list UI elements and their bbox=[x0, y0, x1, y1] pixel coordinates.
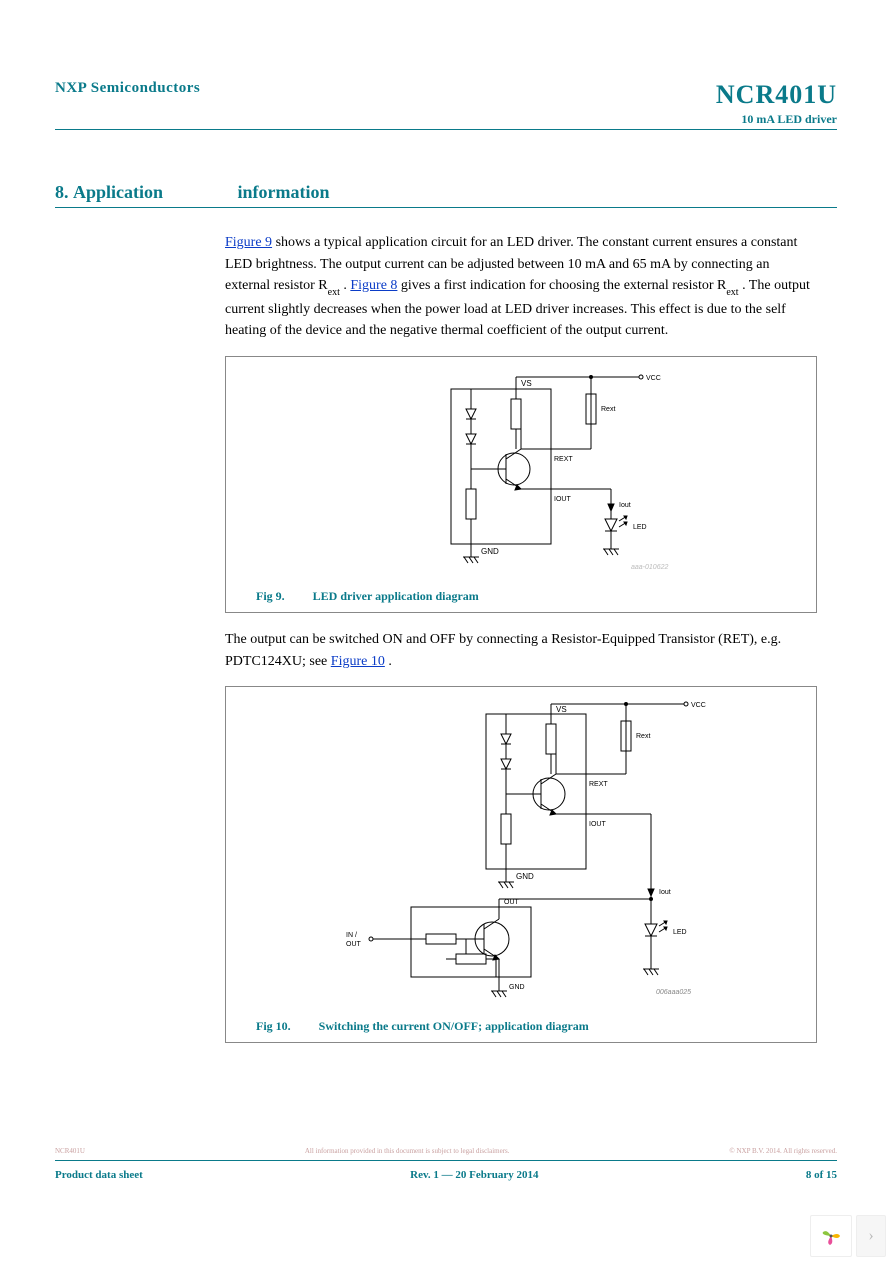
figure-9-link[interactable]: Figure 9 bbox=[225, 235, 272, 250]
p2-t1: The output can be switched ON and OFF by… bbox=[225, 632, 781, 669]
section-word-1: Application bbox=[73, 182, 163, 203]
svg-text:Iout: Iout bbox=[659, 889, 671, 896]
svg-text:aaa-010622: aaa-010622 bbox=[631, 564, 668, 571]
p1-sub1: ext bbox=[328, 287, 340, 298]
svg-text:Iout: Iout bbox=[619, 502, 631, 509]
part-subtitle: 10 mA LED driver bbox=[716, 112, 837, 127]
section-word-2: information bbox=[238, 182, 330, 203]
p1-t2: gives a first indication for choosing th… bbox=[397, 278, 726, 293]
figure-10-caption-text: Switching the current ON/OFF; applicatio… bbox=[319, 1019, 589, 1033]
svg-text:IOUT: IOUT bbox=[589, 821, 606, 828]
tiny-right: © NXP B.V. 2014. All rights reserved. bbox=[729, 1147, 837, 1155]
svg-text:LED: LED bbox=[633, 524, 647, 531]
footer-right: 8 of 15 bbox=[806, 1169, 837, 1181]
tiny-center: All information provided in this documen… bbox=[305, 1147, 510, 1155]
footer-center: Rev. 1 — 20 February 2014 bbox=[410, 1169, 538, 1181]
part-block: NCR401U 10 mA LED driver bbox=[716, 80, 837, 127]
figure-9-number: Fig 9. bbox=[256, 589, 285, 603]
svg-text:LED: LED bbox=[673, 929, 687, 936]
figure-10-diagram: VS VCC GND REXT IOUT Rext bbox=[296, 699, 746, 1009]
svg-text:Rext: Rext bbox=[636, 733, 650, 740]
part-number: NCR401U bbox=[716, 80, 837, 110]
section-number: 8. bbox=[55, 182, 69, 202]
svg-text:VS: VS bbox=[556, 705, 567, 714]
p1-sub2: ext bbox=[726, 287, 738, 298]
svg-text:IOUT: IOUT bbox=[554, 496, 571, 503]
svg-text:VS: VS bbox=[521, 379, 532, 388]
tiny-footer-row: NCR401U All information provided in this… bbox=[55, 1147, 837, 1155]
svg-text:VCC: VCC bbox=[691, 702, 706, 709]
paragraph-1: Figure 9 shows a typical application cir… bbox=[225, 232, 817, 342]
svg-text:OUT: OUT bbox=[504, 899, 520, 906]
p1-dot1: . bbox=[340, 278, 351, 293]
svg-text:OUT: OUT bbox=[346, 941, 362, 948]
chevron-right-icon[interactable]: › bbox=[856, 1215, 886, 1257]
svg-text:Rext: Rext bbox=[601, 406, 615, 413]
figure-8-link[interactable]: Figure 8 bbox=[350, 278, 397, 293]
svg-text:VCC: VCC bbox=[646, 375, 661, 382]
company-name: NXP Semiconductors bbox=[55, 80, 200, 97]
figure-9-diagram: VS VCC bbox=[341, 369, 701, 579]
svg-text:GND: GND bbox=[481, 547, 499, 556]
svg-text:REXT: REXT bbox=[554, 456, 573, 463]
svg-text:REXT: REXT bbox=[589, 781, 608, 788]
floating-widget: › bbox=[810, 1215, 886, 1257]
section-heading: 8. Application information bbox=[55, 182, 837, 208]
footer-left: Product data sheet bbox=[55, 1169, 143, 1181]
footer-divider bbox=[55, 1160, 837, 1161]
figure-10-caption: Fig 10. Switching the current ON/OFF; app… bbox=[238, 1019, 804, 1034]
p2-t2: . bbox=[385, 654, 392, 669]
page-header: NXP Semiconductors NCR401U 10 mA LED dri… bbox=[55, 80, 837, 130]
figure-10-link[interactable]: Figure 10 bbox=[331, 654, 385, 669]
figure-9-box: VS VCC bbox=[225, 356, 817, 613]
svg-text:GND: GND bbox=[516, 872, 534, 881]
svg-text:GND: GND bbox=[509, 984, 525, 991]
figure-9-caption: Fig 9. LED driver application diagram bbox=[238, 589, 804, 604]
tiny-left: NCR401U bbox=[55, 1147, 85, 1155]
paragraph-2: The output can be switched ON and OFF by… bbox=[225, 629, 817, 672]
figure-9-caption-text: LED driver application diagram bbox=[313, 589, 479, 603]
svg-text:IN /: IN / bbox=[346, 932, 357, 939]
figure-10-number: Fig 10. bbox=[256, 1019, 291, 1033]
page-footer: Product data sheet Rev. 1 — 20 February … bbox=[55, 1169, 837, 1181]
svg-text:006aaa025: 006aaa025 bbox=[656, 989, 691, 996]
widget-logo-icon[interactable] bbox=[810, 1215, 852, 1257]
figure-10-box: VS VCC GND REXT IOUT Rext bbox=[225, 686, 817, 1043]
